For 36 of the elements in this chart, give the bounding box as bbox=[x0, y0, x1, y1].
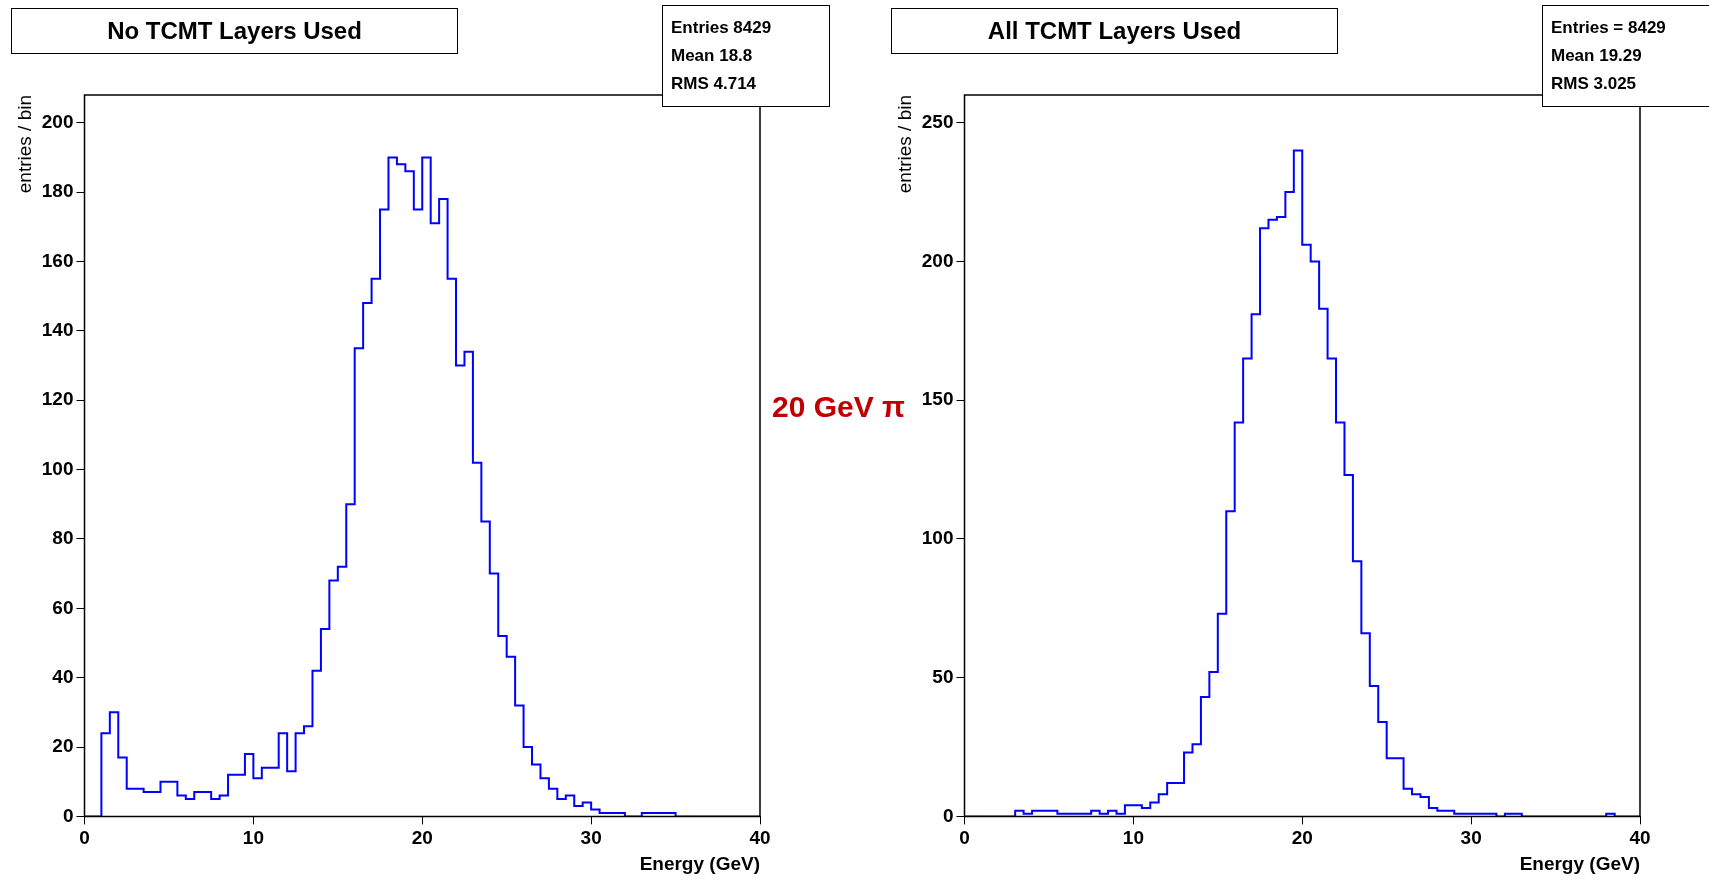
x-axis-title: Energy (GeV) bbox=[639, 852, 760, 874]
x-tick-label: 20 bbox=[411, 827, 433, 849]
y-tick-label: 100 bbox=[41, 457, 74, 479]
x-tick-label: 0 bbox=[79, 827, 90, 849]
y-tick-label: 50 bbox=[932, 665, 954, 687]
y-tick-label: 100 bbox=[921, 527, 954, 549]
y-tick-label: 160 bbox=[41, 249, 74, 271]
stats-box: Entries 8429 Mean 18.8 RMS 4.714 bbox=[662, 5, 830, 107]
text: 20 GeV π bbox=[772, 390, 906, 424]
x-tick-label: 10 bbox=[242, 827, 264, 849]
chart-title: No TCMT Layers Used bbox=[11, 8, 458, 54]
x-tick-label: 20 bbox=[1291, 827, 1313, 849]
y-tick-label: 200 bbox=[921, 249, 954, 271]
y-tick-label: 80 bbox=[52, 527, 74, 549]
x-axis-title: Energy (GeV) bbox=[1519, 852, 1640, 874]
y-axis-title: entries / bin bbox=[13, 95, 35, 194]
y-tick-label: 250 bbox=[921, 110, 954, 132]
x-tick-label: 0 bbox=[959, 827, 970, 849]
x-tick-label: 30 bbox=[1460, 827, 1482, 849]
x-tick-label: 30 bbox=[580, 827, 602, 849]
y-tick-label: 20 bbox=[52, 735, 74, 757]
x-tick-label: 40 bbox=[1629, 827, 1651, 849]
y-tick-label: 120 bbox=[41, 388, 74, 410]
chart-title: All TCMT Layers Used bbox=[891, 8, 1338, 54]
stats-box: Entries = 8429 Mean 19.29 RMS 3.025 bbox=[1542, 5, 1709, 107]
y-tick-label: 0 bbox=[942, 804, 954, 826]
x-tick-label: 10 bbox=[1122, 827, 1144, 849]
y-tick-label: 150 bbox=[921, 388, 954, 410]
y-tick-label: 0 bbox=[62, 804, 74, 826]
y-tick-label: 180 bbox=[41, 180, 74, 202]
y-axis-title: entries / bin bbox=[893, 95, 915, 194]
y-tick-label: 140 bbox=[41, 319, 74, 341]
y-tick-label: 200 bbox=[41, 110, 74, 132]
x-tick-label: 40 bbox=[749, 827, 771, 849]
y-tick-label: 60 bbox=[52, 596, 74, 618]
y-tick-label: 40 bbox=[52, 665, 74, 687]
